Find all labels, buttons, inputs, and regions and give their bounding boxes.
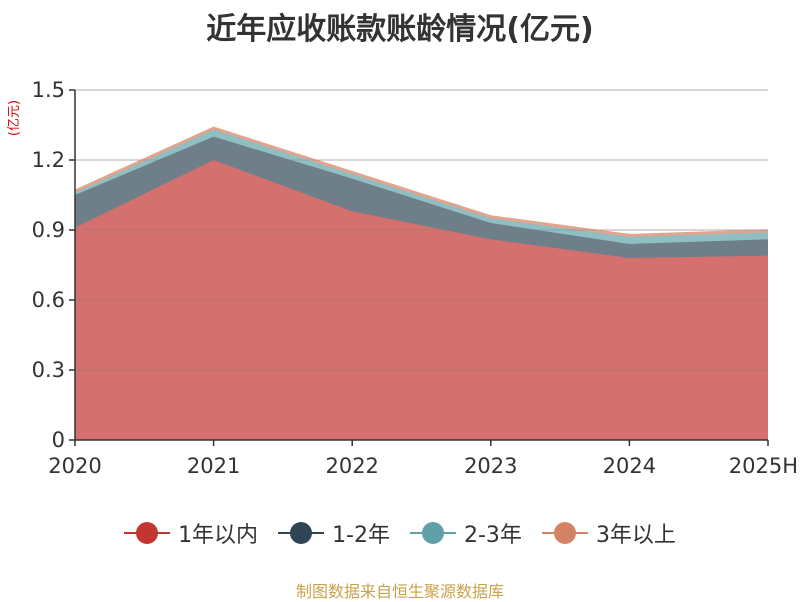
area-series-2: [75, 136, 768, 258]
chart-title: 近年应收账款账龄情况(亿元): [206, 12, 594, 47]
legend-item[interactable]: 1-2年: [278, 517, 390, 549]
data-source-note: 制图数据来自恒生聚源数据库: [295, 582, 504, 601]
area-series-1: [75, 160, 768, 440]
x-tick-label: 2023: [464, 454, 517, 478]
axes: 0 0.3 0.6 0.9 1.2 1.5 2020 2021 2022 2023 2024 2025…: [32, 78, 798, 478]
legend-marker-icon: [541, 520, 588, 546]
x-tick-label: 2024: [603, 454, 656, 478]
y-axis-unit-label: (亿元): [7, 100, 22, 136]
legend-item[interactable]: 2-3年: [410, 517, 522, 549]
x-tick-label: 2022: [325, 454, 378, 478]
legend-marker-icon: [410, 520, 456, 546]
legend-item[interactable]: 3年以上: [541, 517, 676, 549]
y-tick-label: 1.5: [32, 78, 65, 102]
y-tick-label: 1.2: [32, 148, 65, 172]
legend-marker-icon: [124, 520, 171, 546]
y-tick-label: 0: [52, 428, 65, 452]
legend-label: 1-2年: [332, 523, 390, 548]
y-tick-label: 0.9: [32, 218, 65, 242]
x-tick-label: 2025H: [729, 454, 798, 478]
x-tick-label: 2021: [187, 454, 240, 478]
legend-label: 1年以内: [178, 523, 259, 548]
y-tick-label: 0.3: [32, 358, 65, 382]
legend-marker-icon: [278, 520, 325, 546]
y-tick-label: 0.6: [32, 288, 65, 312]
legend-label: 3年以上: [595, 523, 676, 548]
series-line-4: [74, 126, 769, 236]
legend-label: 2-3年: [464, 523, 522, 548]
legend-item[interactable]: 1年以内: [124, 517, 258, 549]
area-chart: 0 0.3 0.6 0.9 1.2 1.5 2020 2021 2022 2023 2024 2025…: [7, 78, 798, 478]
area-series-layer: [74, 89, 769, 440]
x-tick-label: 2020: [48, 454, 101, 478]
legend: 1年以内 1-2年 2-3年 3年以上: [0, 513, 800, 553]
